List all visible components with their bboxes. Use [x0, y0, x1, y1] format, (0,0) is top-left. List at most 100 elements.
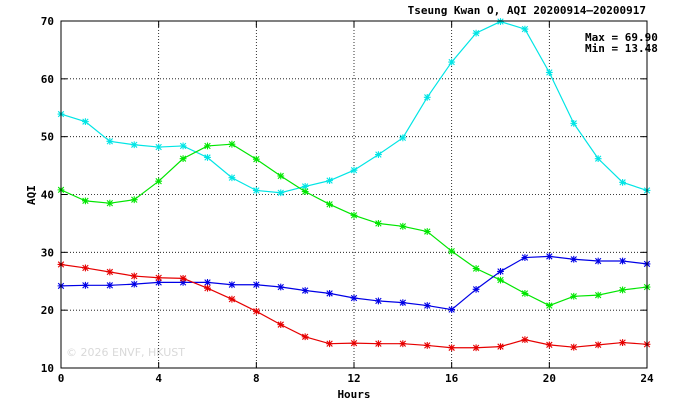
data-point-marker — [497, 18, 504, 25]
x-tick-label: 20 — [543, 372, 556, 385]
data-point-marker — [570, 119, 578, 127]
data-point-marker — [228, 174, 236, 182]
data-point-marker — [326, 340, 333, 348]
data-point-marker — [472, 344, 480, 352]
y-tick-label: 30 — [41, 246, 54, 259]
data-point-marker — [545, 252, 553, 260]
data-point-marker — [399, 340, 407, 348]
data-point-marker — [423, 342, 431, 349]
data-point-marker — [545, 69, 553, 76]
data-point-marker — [497, 268, 504, 275]
data-point-marker — [252, 155, 260, 163]
data-point-marker — [594, 257, 602, 265]
data-point-marker — [277, 283, 285, 291]
data-point-marker — [545, 341, 553, 349]
y-tick-label: 20 — [41, 304, 54, 317]
data-point-marker — [375, 151, 382, 158]
data-point-marker — [277, 172, 285, 180]
data-point-marker — [594, 291, 602, 299]
data-point-marker — [399, 299, 407, 307]
data-point-marker — [448, 344, 456, 352]
data-point-marker — [277, 321, 285, 329]
data-point-marker — [375, 220, 382, 227]
data-point-marker — [423, 93, 431, 101]
series-0 — [57, 18, 651, 197]
data-point-marker — [350, 294, 358, 302]
data-point-marker — [594, 341, 602, 349]
data-point-marker — [82, 264, 89, 272]
data-point-marker — [179, 155, 187, 163]
max-annotation: Max = 69.90 — [585, 31, 658, 44]
data-point-marker — [155, 177, 163, 185]
data-point-marker — [423, 302, 431, 309]
data-point-marker — [472, 29, 480, 37]
data-point-marker — [179, 142, 187, 150]
data-point-marker — [204, 154, 211, 161]
x-tick-label: 4 — [155, 372, 162, 385]
data-point-marker — [326, 289, 333, 297]
data-point-marker — [570, 343, 578, 351]
series-layer — [57, 18, 651, 352]
data-point-marker — [301, 188, 309, 196]
data-point-marker — [106, 137, 114, 145]
data-point-marker — [350, 339, 358, 347]
data-point-marker — [326, 200, 333, 208]
data-point-marker — [228, 295, 236, 303]
y-tick-label: 70 — [41, 15, 54, 28]
data-point-marker — [204, 284, 211, 292]
x-tick-label: 24 — [640, 372, 654, 385]
data-point-marker — [497, 276, 504, 284]
y-tick-label: 60 — [41, 73, 54, 86]
y-axis-label: AQI — [25, 185, 38, 205]
data-point-marker — [545, 302, 553, 309]
min-annotation: Min = 13.48 — [585, 42, 658, 55]
data-point-marker — [619, 339, 626, 346]
data-point-marker — [82, 197, 89, 205]
data-point-marker — [570, 292, 578, 300]
data-point-marker — [350, 211, 358, 219]
data-point-marker — [399, 222, 407, 230]
data-point-marker — [130, 280, 138, 288]
x-tick-label: 8 — [253, 372, 260, 385]
data-point-marker — [228, 140, 236, 148]
data-point-marker — [179, 279, 187, 286]
data-point-marker — [521, 336, 529, 344]
data-point-marker — [106, 281, 114, 289]
data-point-marker — [155, 143, 163, 151]
data-point-marker — [570, 255, 578, 263]
x-tick-label: 12 — [347, 372, 360, 385]
x-tick-label: 0 — [58, 372, 65, 385]
data-point-marker — [521, 25, 529, 33]
data-point-marker — [375, 340, 382, 348]
data-point-marker — [252, 187, 260, 194]
data-point-marker — [82, 281, 89, 289]
data-point-marker — [130, 141, 138, 149]
data-point-marker — [130, 272, 138, 280]
data-point-marker — [521, 254, 529, 261]
data-point-marker — [106, 199, 114, 207]
y-tick-label: 50 — [41, 131, 54, 144]
data-point-marker — [130, 196, 138, 204]
data-point-marker — [301, 287, 309, 294]
data-point-marker — [375, 297, 382, 305]
data-point-marker — [326, 177, 333, 185]
data-point-marker — [448, 58, 456, 66]
data-point-marker — [472, 285, 480, 293]
data-point-marker — [423, 228, 431, 235]
data-point-marker — [252, 281, 260, 289]
data-point-marker — [82, 118, 89, 126]
data-point-marker — [277, 189, 285, 197]
y-tick-label: 40 — [41, 189, 54, 202]
data-point-marker — [619, 178, 626, 186]
data-point-marker — [204, 279, 211, 286]
data-point-marker — [252, 307, 260, 315]
data-point-marker — [619, 257, 626, 265]
data-point-marker — [497, 343, 504, 351]
x-tick-label: 16 — [445, 372, 459, 385]
grid-lines — [61, 21, 647, 368]
data-point-marker — [448, 306, 456, 313]
data-point-marker — [448, 247, 456, 255]
data-point-marker — [399, 134, 407, 142]
data-point-marker — [619, 286, 626, 294]
